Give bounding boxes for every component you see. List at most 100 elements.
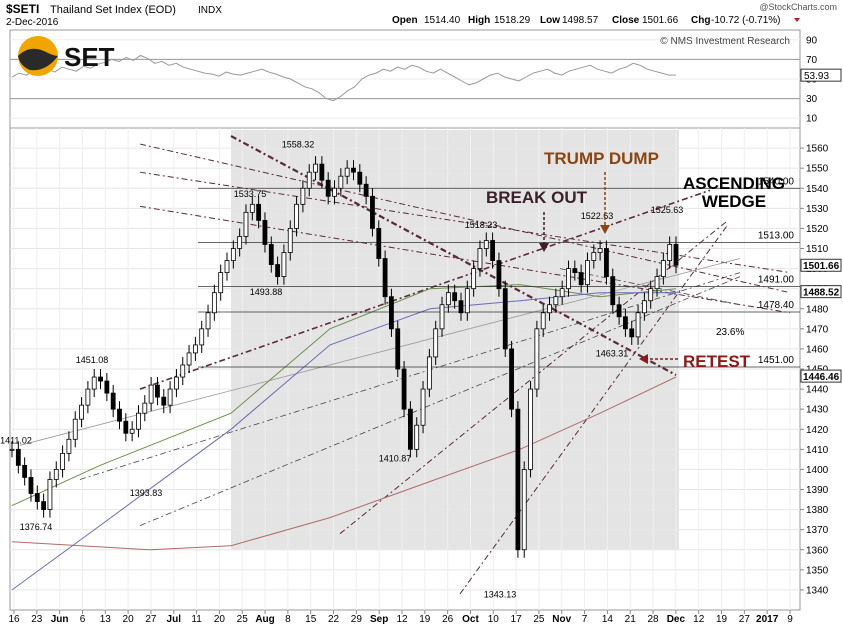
candle-body [129,428,135,434]
date-tick-label: 12 [396,614,408,625]
candle-body [407,408,413,450]
candle-body [370,195,375,229]
date-tick-label: 14 [602,614,614,625]
date-tick-label: 22 [328,614,340,625]
chart-date: 2-Dec-2016 [6,17,59,28]
candle-body [351,167,356,173]
date-tick-label: 6 [80,614,86,625]
candle-body [91,376,97,390]
horizontal-level-label: 1491.00 [758,275,795,286]
moving-average [11,284,677,507]
price-badge-label: 1488.52 [803,288,840,299]
date-tick-label: 20 [214,614,226,625]
open-label: Open [392,15,418,26]
price-tick-label: 1370 [806,525,829,536]
candle-body [572,268,578,274]
date-tick-label: Oct [462,614,479,625]
candle-body [559,288,565,298]
candle-body [186,352,192,366]
logo-wave [18,48,58,71]
price-axis: 1340 1350 1360 1370 1380 1390 1400 1410 1420 1430… [800,35,842,596]
candle-body [509,348,514,410]
horizontal-level-label: 1478.40 [758,300,795,311]
candle-body [224,260,230,273]
low-label: Low [540,15,560,26]
rsi-badge [800,68,842,82]
price-tick-label: 1410 [806,445,829,456]
horizontal-level-label: 1451.00 [758,355,795,366]
candle-body [357,171,363,185]
candle-body [502,288,508,350]
rsi-line [11,54,676,102]
date-tick-label: Sep [370,614,388,625]
price-tick-label: 1390 [806,485,829,496]
rsi-tick-label: 30 [806,94,818,105]
break-out-arrowhead [539,243,549,252]
price-tick-label: 1550 [806,164,829,175]
candle-body [319,163,325,181]
candle-body [53,469,59,480]
date-tick-label: 11 [191,614,202,625]
candle-body [72,418,78,440]
trump-dump-arrowhead [600,225,610,234]
candle-body [15,448,21,466]
candle-body [313,163,318,173]
rsi-badge-label: 53.93 [804,71,829,82]
candle-body [376,228,382,259]
date-tick-label: 25 [237,614,249,625]
candle-body [490,240,496,261]
price-tick-label: 1510 [806,244,829,255]
date-tick-label: 10 [488,614,500,625]
candle-body [623,316,628,330]
price-tick-label: 1350 [806,565,829,576]
trendline [139,189,711,390]
candle-body [199,328,205,346]
candle-body [629,328,635,338]
candle-body [471,268,477,290]
candle-body [585,260,590,286]
trendline [139,171,791,274]
trendline [139,205,791,314]
candle-body [528,388,533,470]
symbol: $SETI [6,2,39,16]
candle-body [22,464,28,478]
candle-body [218,272,224,294]
candle-body [477,248,483,269]
price-callout: 1451.08 [76,355,109,365]
close-label: Close [612,15,640,26]
date-tick-label: 13 [100,614,112,625]
trendline [230,135,677,376]
candle-body [28,477,34,494]
price-tick-label: 1520 [806,224,829,235]
high-value: 1518.29 [494,15,531,26]
candle-body [426,356,432,390]
candle-body [256,203,262,221]
date-tick-label: Jul [167,614,182,625]
high-label: High [468,15,490,26]
horizontal-level-label: 1540.00 [758,176,795,187]
candle-body [515,408,521,551]
candle-body [382,258,388,298]
candle-body [616,304,622,318]
date-axis: 16 23 Jun 6 13 20 27 Jul 11 20 25 Aug 8 15 22 29 Sep 12 19… [8,610,793,625]
down-arrow-icon [794,18,800,22]
candle-body [566,268,571,290]
price-callout: 1493.88 [250,287,283,297]
candle-body [34,493,40,502]
candle-body [79,404,84,420]
candle-body [673,244,679,266]
candle-body [464,288,470,314]
candle-body [249,203,255,213]
price-badge-label: 1446.46 [803,372,840,383]
date-tick-label: 15 [305,614,317,625]
price-callout: 1518.23 [465,220,498,230]
candle-body [363,183,369,197]
candle-body [104,380,110,394]
date-tick-label: 23 [31,614,43,625]
candle-body [161,396,167,406]
candle-body [325,179,331,197]
price-callout: 1525.63 [651,205,684,215]
candle-body [610,276,616,306]
price-callout: 1463.31 [596,348,629,358]
candle-body [66,438,72,454]
